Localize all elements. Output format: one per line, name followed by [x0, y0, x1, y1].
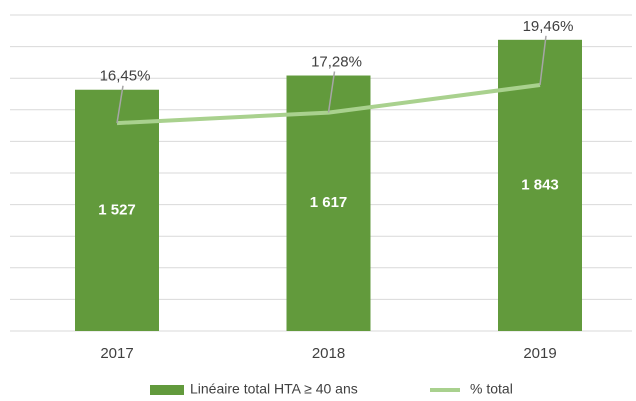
line-value-label: 16,45%	[100, 68, 151, 85]
line-value-label: 17,28%	[311, 53, 362, 70]
x-tick-label: 2019	[523, 345, 556, 362]
bar-value-label: 1 527	[98, 201, 136, 218]
leader-line	[116, 85, 124, 124]
legend-label: Linéaire total HTA ≥ 40 ans	[190, 381, 358, 397]
bar-value-label: 1 617	[310, 194, 348, 211]
bar	[75, 89, 159, 331]
x-tick-label: 2018	[312, 345, 345, 362]
x-tick-label: 2017	[100, 345, 133, 362]
legend-label: % total	[470, 381, 513, 397]
bar	[286, 75, 371, 331]
leader-line	[327, 71, 336, 113]
leader-line	[539, 35, 547, 86]
legend-swatch	[150, 385, 184, 395]
bar-value-label: 1 843	[521, 176, 559, 193]
line-value-label: 19,46%	[523, 18, 574, 35]
